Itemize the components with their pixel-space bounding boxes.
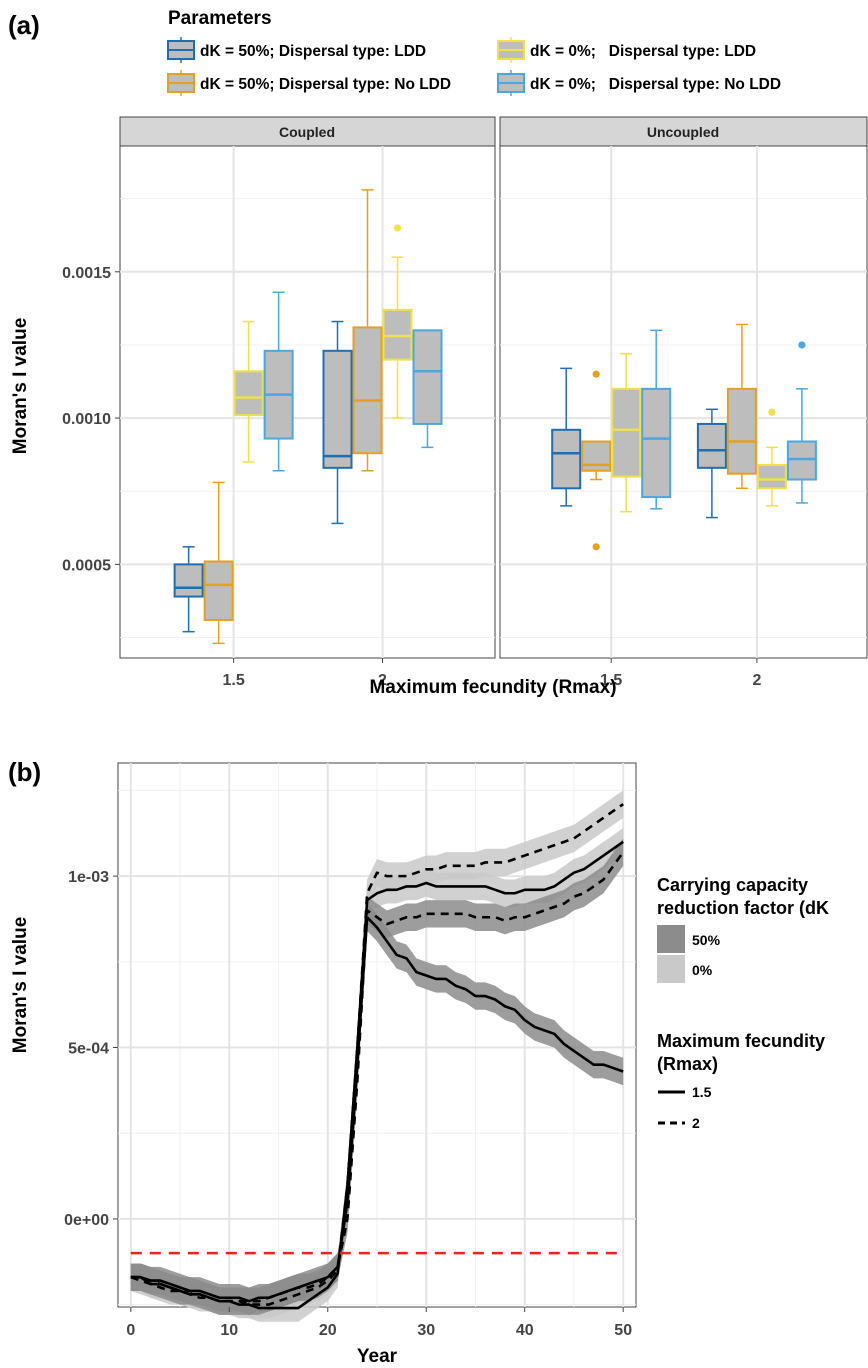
box-outlier <box>592 543 600 551</box>
box-iqr <box>611 387 642 478</box>
box-iqr <box>696 422 727 469</box>
legend-key-noldd-50 <box>167 70 195 96</box>
ribbon-dk50-rmax1.5 <box>130 903 624 1315</box>
facet-label-coupled: Coupled <box>279 124 335 140</box>
x-tick-label: 20 <box>319 1322 337 1339</box>
box-iqr <box>551 428 582 490</box>
box-coupled-2-s1 <box>352 189 383 472</box>
box-iqr <box>382 308 413 361</box>
facet-strip-uncoupled <box>499 116 868 147</box>
box-uncoupled-2-s3 <box>786 341 817 504</box>
x-tick-label: 10 <box>220 1322 238 1339</box>
fill-legend-label-50: 50% <box>692 932 721 948</box>
x-tick-label: 1.5 <box>600 672 622 689</box>
linetype-legend-title-line-1: Maximum fecundity <box>657 1031 825 1051</box>
line-dk50-rmax1.5 <box>130 915 624 1303</box>
box-coupled-1.5-s0 <box>173 546 204 633</box>
box-coupled-2-s0 <box>322 320 353 525</box>
facet-panel-uncoupled <box>499 145 868 659</box>
panel-b-label: (b) <box>8 757 41 787</box>
legend-label-noldd-50: dK = 50%; Dispersal type: No LDD <box>200 76 451 93</box>
box-outlier <box>768 408 776 416</box>
y-tick-label: 5e-04 <box>68 1041 109 1058</box>
fill-legend-key-0 <box>657 955 685 983</box>
x-tick-label: 50 <box>614 1322 632 1339</box>
box-iqr <box>726 387 757 475</box>
y-tick-label: 0.0005 <box>62 557 111 574</box>
legend-key-ldd-50 <box>167 37 195 63</box>
box-outlier <box>592 370 600 378</box>
panel-a: (a) Parameters dK = 50%; Dispersal type:… <box>8 8 868 698</box>
box-outlier <box>798 341 806 349</box>
legend-label-ldd-0: dK = 0%; Dispersal type: LDD <box>530 43 756 60</box>
box-outlier <box>393 224 402 232</box>
facet-label-uncoupled: Uncoupled <box>647 124 719 140</box>
box-iqr <box>412 329 443 425</box>
box-uncoupled-1.5-s1 <box>581 370 612 551</box>
box-coupled-2-s2 <box>382 224 413 419</box>
box-coupled-1.5-s3 <box>263 291 294 472</box>
ribbon-dk50-rmax2 <box>130 838 624 1315</box>
box-uncoupled-2-s2 <box>756 408 787 507</box>
box-uncoupled-1.5-s2 <box>611 352 642 513</box>
panel-a-y-axis-title: Moran's I value <box>10 318 31 455</box>
panel-a-label: (a) <box>8 10 40 40</box>
box-coupled-2-s3 <box>412 329 443 449</box>
box-coupled-1.5-s2 <box>233 320 264 463</box>
x-tick-label: 2 <box>752 672 761 689</box>
box-iqr <box>173 563 204 598</box>
y-tick-label: 0.0010 <box>62 411 111 428</box>
box-iqr <box>641 387 672 499</box>
box-uncoupled-2-s1 <box>726 323 757 490</box>
linetype-legend-label-1-5: 1.5 <box>692 1084 712 1100</box>
x-tick-label: 40 <box>516 1322 534 1339</box>
x-tick-label: 1.5 <box>223 672 245 689</box>
ribbon-dk0-rmax2 <box>130 790 624 1319</box>
box-iqr <box>233 370 264 417</box>
panel-b: (b) 0 10 20 30 40 50 0e+00 5e-04 1e-03 Moran's I… <box>8 757 829 1367</box>
legend-key-noldd-0 <box>497 70 525 96</box>
fill-legend-key-50 <box>657 925 685 953</box>
box-coupled-1.5-s1 <box>203 481 234 645</box>
panel-a-x-axis-title: Maximum fecundity (Rmax) <box>369 677 616 698</box>
x-tick-label: 30 <box>417 1322 435 1339</box>
linetype-legend-title-line-2: (Rmax) <box>657 1054 718 1074</box>
box-iqr <box>352 326 383 455</box>
x-tick-label: 2 <box>378 672 387 689</box>
x-tick-label: 0 <box>126 1322 135 1339</box>
box-iqr <box>581 440 612 472</box>
fill-legend-label-0: 0% <box>692 962 713 978</box>
panel-b-legend: Carrying capacity reduction factor (dK 5… <box>657 875 829 1131</box>
fill-legend-title-line-1: Carrying capacity <box>657 875 808 895</box>
panel-b-y-axis-title: Moran's I value <box>10 917 31 1054</box>
legend-label-noldd-0: dK = 0%; Dispersal type: No LDD <box>530 76 781 93</box>
legend-label-ldd-50: dK = 50%; Dispersal type: LDD <box>200 43 426 60</box>
panel-a-plot-area: 1.5 2 1.5 2 0.0005 0.0010 0.0015 <box>62 145 868 689</box>
panel-b-x-axis-title: Year <box>357 1346 398 1367</box>
box-uncoupled-1.5-s3 <box>641 329 672 510</box>
legend-title: Parameters <box>168 8 272 29</box>
box-iqr <box>756 463 787 490</box>
ribbon-dk0-rmax1.5 <box>130 828 624 1322</box>
y-tick-label: 1e-03 <box>68 869 109 886</box>
box-iqr <box>322 349 353 469</box>
y-tick-label: 0e+00 <box>64 1212 109 1229</box>
linetype-legend-label-2: 2 <box>692 1115 700 1131</box>
panel-b-plot-area: 0 10 20 30 40 50 0e+00 5e-04 1e-03 <box>64 762 637 1339</box>
fill-legend-title-line-2: reduction factor (dK <box>657 898 829 918</box>
facet-strip-coupled <box>119 116 496 147</box>
panel-a-legend: Parameters dK = 50%; Dispersal type: LDD… <box>167 8 781 96</box>
box-uncoupled-2-s0 <box>696 408 727 519</box>
line-dk0-rmax2 <box>130 803 624 1306</box>
box-iqr <box>786 440 817 481</box>
box-uncoupled-1.5-s0 <box>551 367 582 507</box>
legend-key-ldd-0 <box>497 37 525 63</box>
box-iqr <box>203 560 234 621</box>
y-tick-label: 0.0015 <box>62 265 111 282</box>
